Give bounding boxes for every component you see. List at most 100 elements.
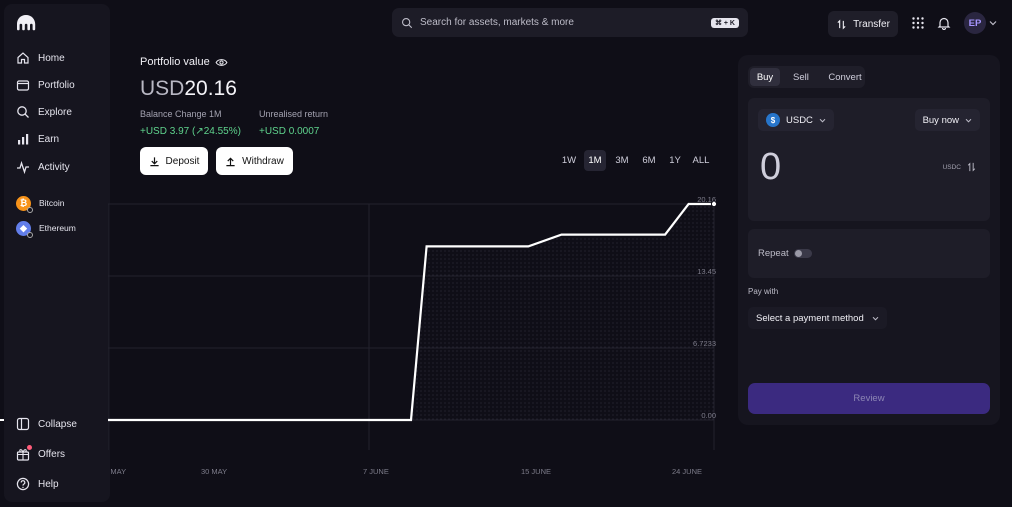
balance-change-label: Balance Change 1M xyxy=(140,109,222,119)
usdc-icon: $ xyxy=(766,113,780,127)
chevron-down-icon[interactable] xyxy=(989,20,997,26)
sidebar-item-home[interactable]: Home xyxy=(12,46,108,70)
range-1y[interactable]: 1Y xyxy=(669,155,681,166)
repeat-box: Repeat xyxy=(748,229,990,278)
home-icon xyxy=(17,52,29,64)
balance-change-pct: 24.55%) xyxy=(203,126,241,137)
bitcoin-icon: ₿ xyxy=(16,195,33,213)
sidebar-item-help[interactable]: Help xyxy=(12,472,108,496)
bar-chart-icon xyxy=(18,134,29,145)
shortcut-badge: ⌘ + K xyxy=(710,17,739,28)
amount-unit: USDC xyxy=(943,162,976,172)
range-1w[interactable]: 1W xyxy=(561,155,577,166)
withdraw-button[interactable]: Withdraw xyxy=(216,147,293,175)
review-button[interactable]: Review xyxy=(748,383,990,414)
x-tick-label: 24 JUNE xyxy=(672,467,702,476)
search-icon xyxy=(17,106,29,118)
trade-panel: Buy Sell Convert $ USDC Buy now 0 USDC R… xyxy=(738,55,1000,425)
sidebar: Home Portfolio Explore Earn Activity ₿ B… xyxy=(4,4,110,502)
sidebar-item-ethereum[interactable]: ◆ Ethereum xyxy=(12,216,108,240)
avatar[interactable]: EP xyxy=(964,12,986,34)
sidebar-item-label: Activity xyxy=(38,161,70,173)
chart-area xyxy=(411,204,714,420)
gift-icon xyxy=(16,449,30,461)
arrow-up-right-icon: ↗ xyxy=(195,126,204,137)
sidebar-item-label: Help xyxy=(38,478,59,490)
x-tick-label: 15 JUNE xyxy=(521,467,551,476)
x-tick-label: 30 MAY xyxy=(201,467,227,476)
tab-sell[interactable]: Sell xyxy=(793,71,809,83)
sidebar-item-label: Home xyxy=(38,52,65,64)
offers-icon-wrap xyxy=(16,445,32,461)
trade-tabs: Buy Sell Convert xyxy=(748,66,865,88)
grid-menu-icon[interactable] xyxy=(911,16,925,30)
x-axis-ticks: 23 MAY 30 MAY 7 JUNE 15 JUNE 24 JUNE xyxy=(108,467,702,476)
sidebar-item-label: Bitcoin xyxy=(39,198,65,208)
eye-icon[interactable] xyxy=(215,58,228,67)
sidebar-item-label: Portfolio xyxy=(38,79,75,91)
chevron-down-icon xyxy=(819,118,826,122)
y-axis-ticks: 0.00 6.7233 13.45 20.16 xyxy=(693,195,716,420)
sidebar-item-offers[interactable]: Offers xyxy=(12,442,108,466)
asset-select[interactable]: $ USDC xyxy=(758,109,834,131)
sidebar-item-portfolio[interactable]: Portfolio xyxy=(12,73,108,97)
search-input[interactable]: Search for assets, markets & more ⌘ + K xyxy=(392,8,748,37)
payment-method-select[interactable]: Select a payment method xyxy=(748,307,887,329)
pulse-icon xyxy=(17,160,29,174)
y-tick-label: 20.16 xyxy=(697,195,716,204)
x-tick-label: 7 JUNE xyxy=(363,467,389,476)
sidebar-item-bitcoin[interactable]: ₿ Bitcoin xyxy=(12,191,108,215)
portfolio-value: USD20.16 xyxy=(140,77,237,101)
help-icon xyxy=(16,477,30,491)
sidebar-item-explore[interactable]: Explore xyxy=(12,100,108,124)
sidebar-item-activity[interactable]: Activity xyxy=(12,155,108,179)
sidebar-item-earn[interactable]: Earn xyxy=(12,127,108,151)
sidebar-item-label: Earn xyxy=(38,133,60,145)
order-type-label: Buy now xyxy=(922,114,959,126)
unrealised-label: Unrealised return xyxy=(259,109,329,119)
payment-method-label: Select a payment method xyxy=(756,312,864,324)
portfolio-amount: 20.16 xyxy=(184,77,237,100)
swap-icon[interactable] xyxy=(967,162,976,172)
unrealised-value: +USD 0.0007 xyxy=(259,126,320,137)
kraken-logo-icon[interactable] xyxy=(16,14,36,32)
bell-icon[interactable] xyxy=(937,16,951,30)
upload-icon xyxy=(226,156,235,166)
repeat-toggle[interactable] xyxy=(794,249,812,258)
deposit-label: Deposit xyxy=(165,155,200,167)
search-icon xyxy=(401,17,413,28)
notification-dot xyxy=(27,445,32,450)
download-icon xyxy=(149,156,159,166)
portfolio-value-label: Portfolio value xyxy=(140,56,228,68)
portfolio-currency: USD xyxy=(140,77,185,100)
balance-change-value: +USD 3.97 (↗24.55%) xyxy=(140,126,241,137)
sidebar-item-label: Ethereum xyxy=(39,223,76,233)
sidebar-item-label: Explore xyxy=(38,106,72,118)
sidebar-item-collapse[interactable]: Collapse xyxy=(12,412,108,436)
range-1m[interactable]: 1M xyxy=(584,150,606,171)
deposit-button[interactable]: Deposit xyxy=(140,147,208,175)
sidebar-item-label: Collapse xyxy=(38,418,77,430)
collapse-indicator xyxy=(0,419,4,421)
tab-convert[interactable]: Convert xyxy=(828,71,862,83)
x-tick-label: 23 MAY xyxy=(108,467,126,476)
y-tick-label: 0.00 xyxy=(701,411,716,420)
chart-line xyxy=(108,202,714,422)
wallet-icon xyxy=(16,80,30,91)
order-type-select[interactable]: Buy now xyxy=(914,109,980,131)
y-tick-label: 13.45 xyxy=(697,267,716,276)
range-3m[interactable]: 3M xyxy=(615,155,629,166)
range-all[interactable]: ALL xyxy=(692,155,710,166)
withdraw-label: Withdraw xyxy=(242,155,284,167)
chevron-down-icon xyxy=(872,316,879,320)
portfolio-label: Portfolio value xyxy=(140,56,210,68)
chevron-down-icon xyxy=(965,118,972,122)
portfolio-chart[interactable]: 0.00 6.7233 13.45 20.16 23 MAY 30 MAY 7 JUNE 1… xyxy=(108,190,738,480)
sidebar-item-label: Offers xyxy=(38,448,66,460)
amount-box: $ USDC Buy now 0 USDC xyxy=(748,98,990,221)
range-6m[interactable]: 6M xyxy=(642,155,656,166)
transfer-button[interactable]: Transfer xyxy=(828,11,898,37)
amount-input[interactable]: 0 xyxy=(760,146,782,188)
tab-buy[interactable]: Buy xyxy=(750,68,780,86)
search-placeholder: Search for assets, markets & more xyxy=(420,17,574,28)
